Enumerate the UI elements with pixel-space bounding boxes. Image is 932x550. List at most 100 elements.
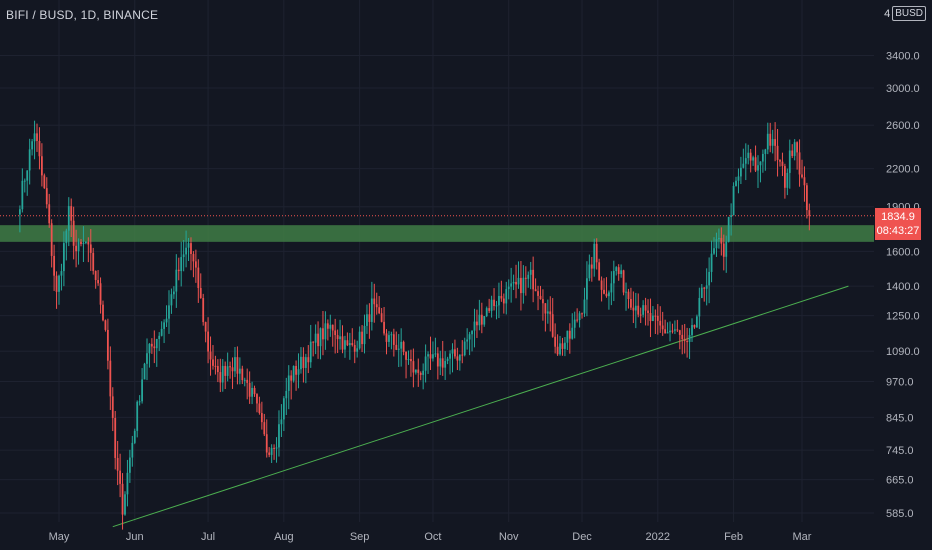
candle-body [231, 367, 234, 372]
candle-body [705, 285, 708, 289]
candle-body [779, 160, 781, 162]
price-tick-label: 665.0 [886, 475, 914, 487]
candle-body [566, 330, 569, 343]
support-zone-rect [0, 225, 874, 242]
candle-body [441, 358, 444, 368]
last-price-value: 1834.9 [881, 211, 915, 223]
candle-body [461, 354, 464, 356]
candle-body [664, 329, 667, 334]
candle-body [153, 346, 156, 349]
candle-body [160, 328, 163, 336]
price-scale-currency[interactable]: 4 BUSD [884, 6, 926, 21]
candle-body [109, 360, 112, 397]
candle-body [674, 329, 676, 331]
candle-body [172, 291, 175, 295]
candle-body [285, 390, 288, 399]
candle-body [60, 271, 63, 276]
candle-body [72, 220, 75, 246]
candle-body [451, 349, 454, 354]
candle-body [644, 305, 647, 311]
candle-body [202, 298, 205, 323]
candle-body [527, 274, 530, 279]
candle-body [366, 314, 368, 326]
candle-body [224, 365, 227, 376]
candle-body [617, 267, 620, 275]
candle-body [329, 324, 332, 329]
candle-body [246, 379, 249, 383]
candle-body [170, 294, 173, 306]
candle-body [155, 339, 158, 349]
candle-body [656, 315, 659, 321]
candle-body [128, 457, 131, 473]
time-tick-label: Jul [201, 531, 215, 543]
candle-body [265, 434, 268, 453]
price-axis[interactable]: 3400.03000.02600.02200.01900.01600.01400… [886, 50, 920, 520]
candle-body [407, 359, 410, 361]
candle-body [89, 244, 92, 253]
candle-body [769, 133, 772, 146]
candle-body [375, 304, 378, 308]
candle-body [639, 314, 642, 316]
time-tick-label: Sep [350, 531, 370, 543]
candle-body [119, 470, 122, 484]
time-tick-label: Aug [274, 531, 294, 543]
candle-body [53, 255, 56, 276]
candle-body [214, 365, 217, 367]
price-tick-label: 2200.0 [886, 164, 920, 176]
time-tick-label: Dec [572, 531, 592, 543]
candle-body [554, 336, 557, 347]
candle-body [207, 331, 209, 352]
candle-body [642, 305, 645, 315]
candle-body [50, 223, 53, 256]
candle-body [324, 323, 327, 340]
candle-body [637, 305, 640, 315]
candle-body [488, 308, 491, 311]
candle-body [190, 243, 192, 255]
candle-body [654, 315, 657, 317]
candle-body [412, 361, 415, 373]
candle-body [26, 170, 29, 181]
candle-body [114, 417, 117, 458]
candle-body [739, 167, 742, 177]
price-tick-label: 1250.0 [886, 311, 920, 323]
candle-body [747, 152, 750, 159]
candle-body [344, 340, 346, 350]
candle-body [419, 372, 422, 375]
time-tick-label: May [49, 531, 70, 543]
candle-body [522, 277, 525, 294]
candle-body [473, 321, 476, 331]
candle-body [805, 185, 808, 211]
candle-body [158, 335, 161, 340]
candle-body [212, 359, 214, 366]
candle-body [620, 270, 623, 275]
candle-body [761, 153, 764, 162]
candle-body [605, 293, 608, 297]
candle-body [326, 323, 329, 329]
symbol-title[interactable]: BIFI / BUSD, 1D, BINANCE [6, 8, 159, 22]
candle-body [62, 243, 65, 272]
candle-body [788, 150, 791, 173]
candle-body [216, 366, 219, 373]
candle-body [439, 358, 442, 367]
candle-body [507, 286, 510, 290]
candle-body [168, 305, 170, 319]
candle-body [647, 310, 649, 313]
candle-body [512, 281, 515, 284]
candle-body [774, 139, 777, 146]
candle-body [498, 295, 500, 306]
candle-body [454, 349, 456, 357]
candle-body [92, 252, 95, 271]
candle-body [427, 354, 429, 357]
candle-body [422, 370, 425, 375]
candle-body [666, 332, 669, 334]
candle-body [539, 295, 542, 300]
candle-body [397, 348, 400, 350]
candle-body [730, 215, 733, 218]
candle-body [358, 331, 361, 349]
candle-body [102, 304, 104, 321]
candle-body [141, 379, 143, 402]
candle-body [781, 161, 784, 167]
time-axis[interactable]: May Jun Jul Aug Sep Oct Nov Dec 2022 Feb Mar [49, 531, 812, 543]
candle-body [608, 292, 610, 297]
